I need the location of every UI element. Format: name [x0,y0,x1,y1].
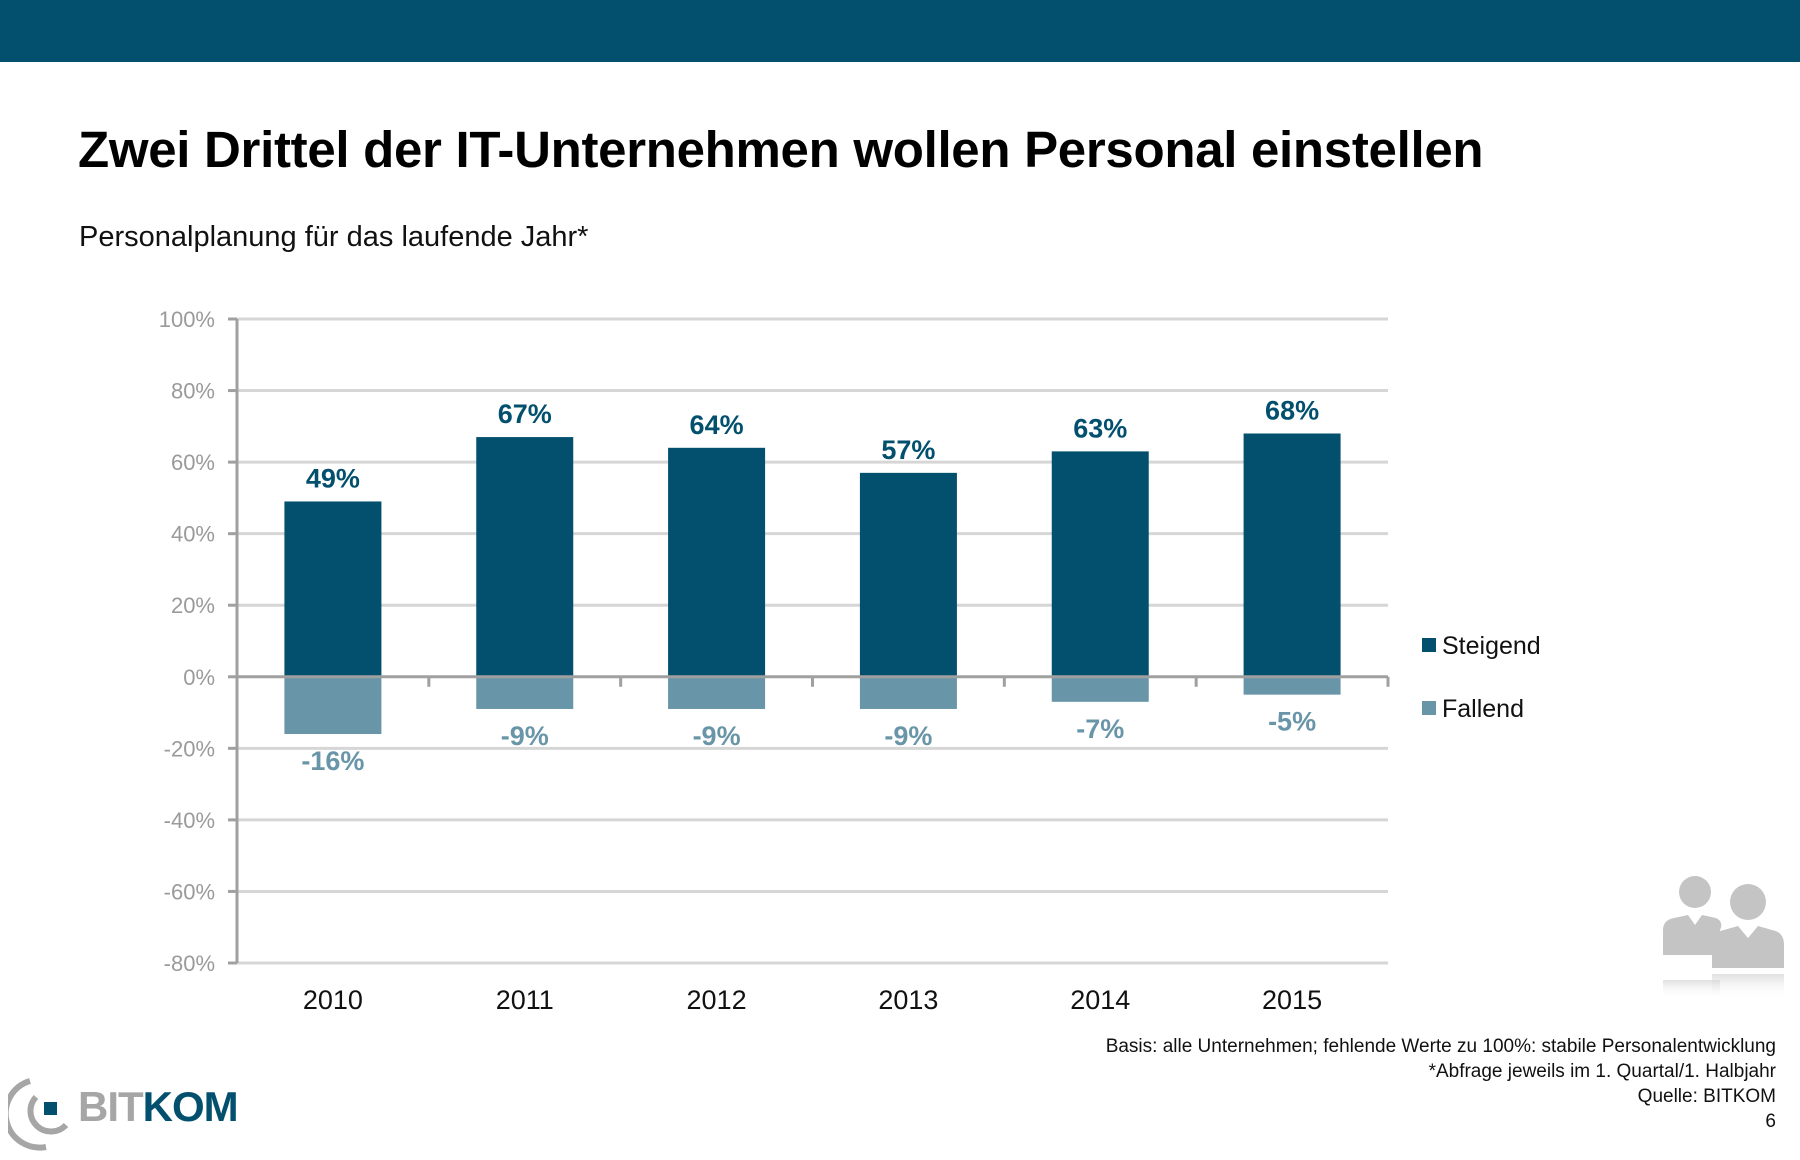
bar-fallend-2012 [668,676,766,709]
bars [284,433,1341,735]
y-tick-label: -20% [164,736,215,761]
bar-fallend-2010 [284,676,382,735]
x-tick-label: 2010 [303,985,363,1015]
data-label-fallend: -9% [884,721,932,751]
logo-text-bit: BIT [78,1083,144,1130]
x-tick-label: 2012 [687,985,747,1015]
x-tick-label: 2015 [1262,985,1322,1015]
footnote-abfrage: *Abfrage jeweils im 1. Quartal/1. Halbja… [1428,1061,1776,1082]
bar-fallend-2015 [1243,676,1341,695]
bar-steigend-2013 [859,472,957,677]
y-tick-label: 60% [171,450,215,475]
data-label-steigend: 64% [690,410,744,440]
header-bar [0,0,1800,62]
logo-text-kom: KOM [142,1083,239,1130]
legend-label-steigend: Steigend [1442,632,1541,660]
data-label-steigend: 57% [881,435,935,465]
y-tick-label: 40% [171,522,215,547]
data-label-fallend: -7% [1076,714,1124,744]
data-label-fallend: -16% [301,746,364,776]
data-label-fallend: -9% [501,721,549,751]
data-label-steigend: 49% [306,463,360,493]
chart-subtitle: Personalplanung für das laufende Jahr* [79,221,589,253]
page-title: Zwei Drittel der IT-Unternehmen wollen P… [78,121,1484,178]
gridlines [237,317,1388,965]
y-tick-label: 20% [171,593,215,618]
legend-swatch-steigend [1422,638,1436,652]
bar-steigend-2011 [476,437,574,677]
data-label-steigend: 67% [498,399,552,429]
bar-steigend-2010 [284,501,382,677]
bar-steigend-2012 [668,447,766,677]
legend-label-fallend: Fallend [1442,695,1524,723]
y-tick-label: 100% [159,307,215,332]
legend: Steigend Fallend [1422,632,1541,723]
data-label-steigend: 63% [1073,413,1127,443]
data-label-fallend: -5% [1268,707,1316,737]
y-tick-label: 0% [183,665,215,690]
people-icon [1663,876,1784,1000]
y-tick-label: -40% [164,808,215,833]
x-tick-label: 2011 [496,985,554,1015]
y-tick-label: -80% [164,951,215,976]
footnote-basis: Basis: alle Unternehmen; fehlende Werte … [1105,1036,1776,1057]
footnote-source: Quelle: BITKOM [1637,1086,1776,1107]
bar-steigend-2014 [1051,451,1149,677]
x-tick-label: 2014 [1070,985,1130,1015]
data-labels: 49% -16% 67% -9% 64% -9% 57% -9% 63% -7% 68% -5% [301,395,1319,776]
y-tick-label: 80% [171,379,215,404]
axes: 100% 80% 60% 40% 20% 0% -20% -40% -60% -80% 2010 20… [159,307,1390,1015]
page-number: 6 [1765,1111,1776,1132]
bar-fallend-2013 [859,676,957,709]
logo-arcs-icon [8,1078,69,1151]
bitkom-logo: BITKOM [8,1075,248,1155]
data-label-steigend: 68% [1265,395,1319,425]
x-tick-label: 2013 [878,985,938,1015]
y-tick-label: -60% [164,879,215,904]
footnotes: Basis: alle Unternehmen; fehlende Werte … [1106,1034,1776,1134]
data-label-fallend: -9% [693,721,741,751]
bar-fallend-2011 [476,676,574,709]
logo-text: BITKOM [78,1083,239,1131]
bar-steigend-2015 [1243,433,1341,677]
bar-fallend-2014 [1051,676,1149,702]
legend-swatch-fallend [1422,701,1436,715]
